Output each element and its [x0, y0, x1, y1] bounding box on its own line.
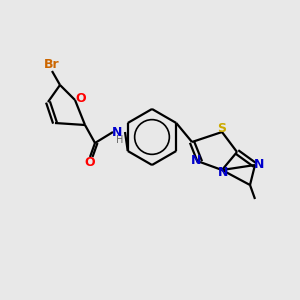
- Text: O: O: [76, 92, 86, 104]
- Text: H: H: [116, 135, 124, 145]
- Text: Br: Br: [44, 58, 60, 70]
- Text: N: N: [112, 125, 122, 139]
- Text: O: O: [85, 157, 95, 169]
- Text: N: N: [191, 154, 201, 167]
- Text: S: S: [218, 122, 226, 136]
- Text: N: N: [254, 158, 264, 170]
- Text: N: N: [218, 167, 228, 179]
